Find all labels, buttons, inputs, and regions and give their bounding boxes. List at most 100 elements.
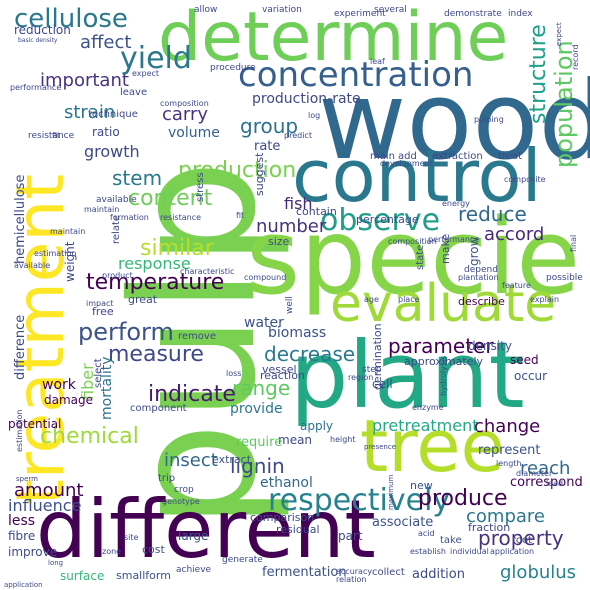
word-add: add [398, 151, 417, 162]
word-group: group [240, 114, 299, 138]
word-tree: tree [360, 404, 505, 488]
word-influence: influence [8, 496, 82, 515]
word-record: expect [132, 69, 160, 78]
word-suggest: suggest [253, 152, 266, 196]
word-size: size [268, 235, 290, 248]
word-allow: several [374, 5, 407, 15]
word-trip: site [124, 533, 139, 542]
word-provide: provide [230, 401, 283, 417]
word-plantation: well [285, 296, 295, 314]
word-compound: impact [86, 299, 114, 308]
word-control: control [292, 134, 542, 218]
word-predict: development [380, 159, 433, 168]
word-state: enzyme [412, 403, 444, 412]
word-accord: accord [484, 224, 545, 245]
word-concentration: concentration [238, 55, 474, 95]
word-collect: sperm [16, 475, 38, 483]
word-germination: maximum [387, 474, 395, 510]
word-index: leaf [370, 57, 385, 66]
word-soil: generate [222, 555, 263, 565]
word-important: important [40, 70, 129, 91]
word-development: germination [371, 323, 384, 390]
word-energy: hydrolysis [439, 355, 448, 396]
word-determine: determine [158, 0, 509, 77]
word-genotype: achieve [176, 565, 212, 575]
word-age: compound [244, 273, 287, 282]
word-damage: damage [44, 393, 94, 407]
word-amount: amount [14, 480, 84, 501]
word-lead: feature [502, 281, 531, 290]
word-less: less [8, 513, 36, 529]
word-seed: seed [510, 353, 539, 367]
word-biomass: biomass [268, 325, 327, 341]
word-impact: remove [178, 331, 216, 342]
word-weight: weight [63, 241, 77, 282]
word-relationship: record [571, 44, 580, 70]
word-treat: treat [498, 151, 523, 162]
word-chemical: chemical [40, 424, 139, 449]
word-yield: yield [120, 41, 192, 76]
word-leaf: pulping [474, 115, 504, 124]
word-indicate: indicate [148, 382, 236, 407]
word-fibre: fibre [8, 529, 36, 543]
word-potential: potential [8, 417, 62, 431]
word-composite: state [415, 244, 426, 270]
word-diameter: explain [530, 295, 560, 304]
word-design: ratio [92, 125, 120, 139]
word-lignin: lignin [230, 454, 285, 478]
word-contain: contain [296, 205, 337, 218]
word-possible: plantation [458, 273, 499, 282]
word-individual: available [14, 261, 51, 270]
word-pulping: energy [442, 199, 470, 208]
word-relate: relate [111, 214, 122, 244]
word-reach: reach [520, 458, 571, 479]
word-great: vessel [262, 363, 297, 376]
word-zone: acid [418, 529, 435, 538]
word-final: expect [555, 22, 563, 46]
word-occur: occur [514, 369, 548, 383]
word-expect: performance [10, 83, 62, 92]
word-place: characteristic [180, 267, 235, 276]
word-extract: extract [212, 453, 252, 466]
word-analyze: leave [120, 87, 148, 98]
word-maximum: diameter [516, 469, 553, 478]
word-calculate: procedure [210, 63, 256, 73]
word-loss: crop [174, 485, 194, 495]
word-production: production [178, 158, 297, 183]
word-pretreatment: pretreatment [372, 416, 479, 435]
word-make: make [439, 233, 452, 264]
word-free: step [362, 365, 382, 375]
word-insect: insect [164, 450, 218, 471]
word-site: establish [410, 547, 446, 556]
word-hydrolysis: height [330, 435, 356, 444]
word-volume: production-rate [252, 91, 361, 107]
word-technique: allow [194, 5, 218, 15]
word-density: density [468, 339, 512, 353]
word-surface: surface [60, 569, 105, 583]
word-composition: fit [52, 131, 61, 140]
word-maintain: fit [236, 211, 245, 220]
word-addition: addition [412, 567, 465, 582]
word-basic-density: predict [284, 131, 312, 140]
word-reaction: reaction [260, 369, 305, 382]
word-characteristic: great [128, 293, 158, 306]
word-improve: improve [8, 545, 58, 559]
word-variation: demonstrate [444, 9, 502, 19]
word-extraction: extraction [432, 151, 483, 162]
word-parameter: parameter [388, 334, 494, 358]
word-observe: observe [320, 203, 441, 238]
word-vessel: loss [226, 369, 242, 378]
word-difference: difference [13, 314, 28, 380]
word-application: maintain [50, 227, 86, 236]
word-long: available [96, 195, 137, 205]
word-component: genotype [162, 497, 200, 506]
word-delignification: final [569, 234, 578, 252]
word-represent: represent [478, 443, 541, 458]
word-large: large [178, 529, 209, 543]
word-accuracy: application [4, 581, 43, 589]
word-respectively: respectively [268, 483, 451, 518]
word-ratio: volume [168, 125, 220, 141]
word-estimation: formation [110, 213, 149, 222]
word-comparison: comparison [250, 511, 315, 524]
word-depend: place [398, 295, 420, 304]
